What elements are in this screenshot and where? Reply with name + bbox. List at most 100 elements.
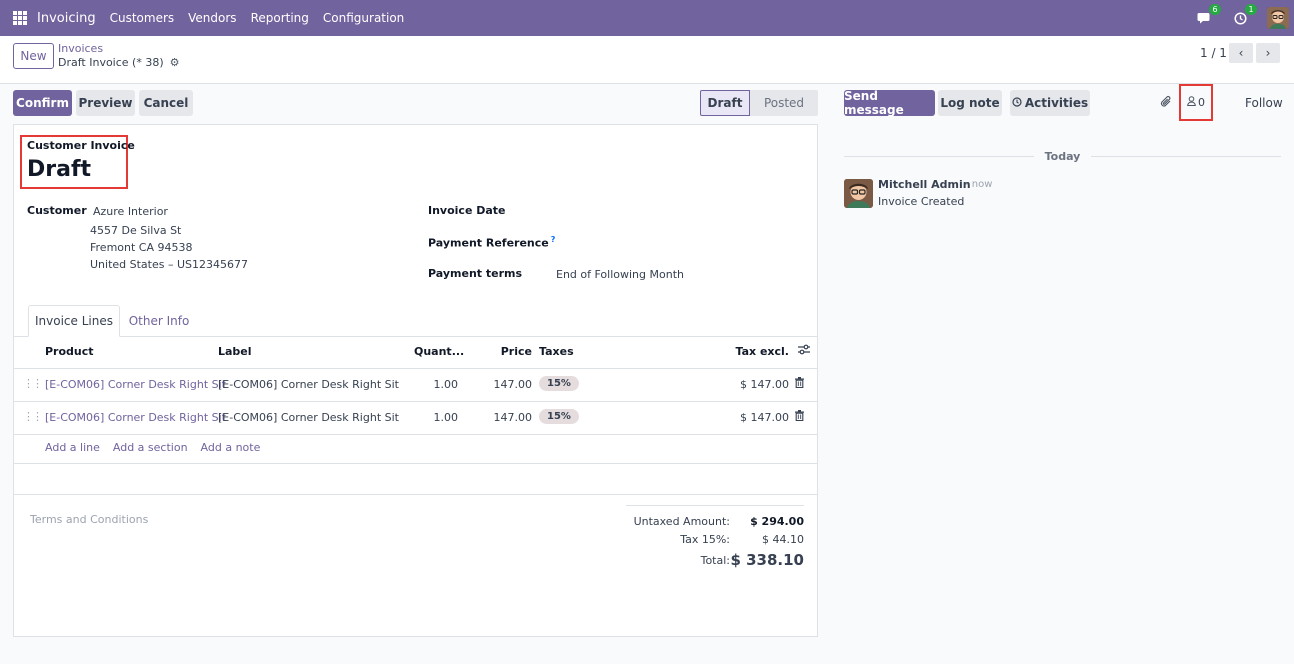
document-type-label: Customer Invoice	[27, 139, 135, 152]
add-note-link[interactable]: Add a note	[200, 441, 261, 454]
row-price[interactable]: 147.00	[493, 411, 533, 424]
table-row[interactable]: ⋮⋮ [E-COM06] Corner Desk Right Sit [E-CO…	[14, 402, 817, 435]
title-highlight-box	[20, 135, 128, 189]
tab-invoice-lines[interactable]: Invoice Lines	[28, 305, 120, 337]
breadcrumb-invoices[interactable]: Invoices	[58, 42, 104, 55]
drag-handle-icon[interactable]: ⋮⋮	[23, 410, 43, 423]
customer-address-line1: 4557 De Silva St	[90, 224, 182, 237]
pager-previous-button[interactable]: ‹	[1229, 43, 1253, 63]
record-name: Draft Invoice (* 38)	[58, 56, 164, 69]
date-separator-label: Today	[1044, 150, 1081, 163]
row-subtotal: $ 147.00	[740, 411, 789, 424]
pager-next-button[interactable]: ›	[1256, 43, 1280, 63]
tab-other-info[interactable]: Other Info	[128, 314, 190, 328]
tax-value: $ 44.10	[762, 533, 804, 546]
followers-button[interactable]: 0	[1179, 84, 1213, 121]
payment-terms-field[interactable]: End of Following Month	[556, 268, 684, 281]
user-avatar[interactable]	[1267, 7, 1289, 29]
status-draft[interactable]: Draft	[700, 90, 750, 116]
menu-customers[interactable]: Customers	[109, 11, 175, 25]
column-settings-icon[interactable]	[798, 344, 810, 358]
cancel-button[interactable]: Cancel	[139, 90, 193, 116]
row-price[interactable]: 147.00	[493, 378, 533, 391]
column-price[interactable]: Price	[500, 345, 532, 358]
delete-line-trash-icon[interactable]	[795, 410, 804, 424]
user-icon	[1187, 96, 1196, 109]
app-menu-icon[interactable]	[13, 11, 27, 25]
message-author[interactable]: Mitchell Admin	[878, 178, 971, 191]
total-value: $ 338.10	[730, 551, 804, 569]
message-time: - now	[965, 179, 993, 190]
notebook-tabs: Invoice Lines Other Info	[14, 305, 817, 337]
breadcrumb-current: Draft Invoice (* 38) ⚙	[58, 56, 180, 69]
row-product[interactable]: [E-COM06] Corner Desk Right Sit	[45, 378, 226, 391]
invoice-date-field[interactable]	[556, 204, 806, 220]
add-line-link[interactable]: Add a line	[45, 441, 100, 454]
row-tax-badge[interactable]: 15%	[539, 409, 579, 424]
invoice-form-sheet: Customer Invoice Draft Customer Azure In…	[13, 124, 818, 637]
drag-handle-icon[interactable]: ⋮⋮	[23, 377, 43, 390]
message-author-avatar[interactable]	[844, 179, 873, 208]
divider	[14, 463, 817, 464]
paperclip-icon[interactable]	[1160, 95, 1172, 112]
column-subtotal[interactable]: Tax excl.	[735, 345, 789, 358]
document-state-title: Draft	[27, 157, 92, 182]
menu-configuration[interactable]: Configuration	[322, 11, 405, 25]
table-row[interactable]: ⋮⋮ [E-COM06] Corner Desk Right Sit [E-CO…	[14, 369, 817, 402]
row-product[interactable]: [E-COM06] Corner Desk Right Sit	[45, 411, 226, 424]
divider	[14, 494, 817, 495]
terms-and-conditions-field[interactable]: Terms and Conditions	[30, 513, 149, 526]
status-bar: Draft Posted	[700, 90, 818, 116]
column-label[interactable]: Label	[218, 345, 252, 358]
untaxed-amount-value: $ 294.00	[750, 515, 804, 528]
column-quantity[interactable]: Quant...	[414, 345, 465, 358]
chevron-right-icon: ›	[1265, 46, 1271, 60]
menu-reporting[interactable]: Reporting	[250, 11, 309, 25]
add-section-link[interactable]: Add a section	[112, 441, 188, 454]
pager-value[interactable]: 1 / 1	[1200, 46, 1227, 60]
chevron-left-icon: ‹	[1238, 46, 1244, 60]
activities-badge: 1	[1245, 4, 1257, 15]
send-message-button[interactable]: Send message	[844, 89, 935, 117]
app-name[interactable]: Invoicing	[37, 10, 96, 26]
message-body: Invoice Created	[878, 195, 965, 208]
customer-label: Customer	[27, 204, 87, 217]
customer-address-line3: United States – US12345677	[90, 258, 249, 271]
control-panel: New Invoices Draft Invoice (* 38) ⚙ 1 / …	[0, 36, 1294, 84]
log-note-button[interactable]: Log note	[938, 90, 1002, 116]
activities-clock-icon[interactable]: 1	[1231, 4, 1257, 26]
add-line-links: Add a line Add a section Add a note	[45, 441, 260, 454]
tax-label: Tax 15%:	[680, 533, 730, 546]
clock-icon	[1012, 96, 1022, 110]
row-tax-badge[interactable]: 15%	[539, 376, 579, 391]
new-button[interactable]: New	[13, 43, 54, 69]
preview-button[interactable]: Preview	[76, 90, 135, 116]
payment-reference-label-text: Payment Reference	[428, 236, 549, 250]
totals-divider	[626, 505, 804, 506]
top-navbar: Invoicing Customers Vendors Reporting Co…	[0, 0, 1294, 36]
confirm-button[interactable]: Confirm	[13, 90, 72, 116]
help-tooltip-icon[interactable]: ?	[550, 235, 556, 244]
row-subtotal: $ 147.00	[740, 378, 789, 391]
untaxed-amount-label: Untaxed Amount:	[633, 515, 730, 528]
row-quantity[interactable]: 1.00	[433, 378, 459, 391]
messages-badge: 6	[1209, 4, 1221, 15]
column-product[interactable]: Product	[45, 345, 94, 358]
row-label[interactable]: [E-COM06] Corner Desk Right Sit	[218, 411, 399, 424]
messages-icon[interactable]: 6	[1195, 4, 1221, 26]
customer-field[interactable]: Azure Interior	[93, 205, 168, 218]
column-taxes[interactable]: Taxes	[539, 345, 574, 358]
customer-address-line2: Fremont CA 94538	[90, 241, 193, 254]
row-quantity[interactable]: 1.00	[433, 411, 459, 424]
activities-button[interactable]: Activities	[1010, 90, 1090, 116]
follow-button[interactable]: Follow	[1245, 96, 1283, 110]
invoice-date-label: Invoice Date	[428, 204, 506, 217]
status-posted[interactable]: Posted	[750, 90, 818, 116]
total-label: Total:	[700, 554, 730, 567]
gear-icon[interactable]: ⚙	[169, 56, 180, 69]
delete-line-trash-icon[interactable]	[795, 377, 804, 391]
payment-reference-label: Payment Reference?	[428, 235, 555, 250]
menu-vendors[interactable]: Vendors	[188, 11, 237, 25]
followers-count: 0	[1198, 96, 1205, 109]
row-label[interactable]: [E-COM06] Corner Desk Right Sit	[218, 378, 399, 391]
